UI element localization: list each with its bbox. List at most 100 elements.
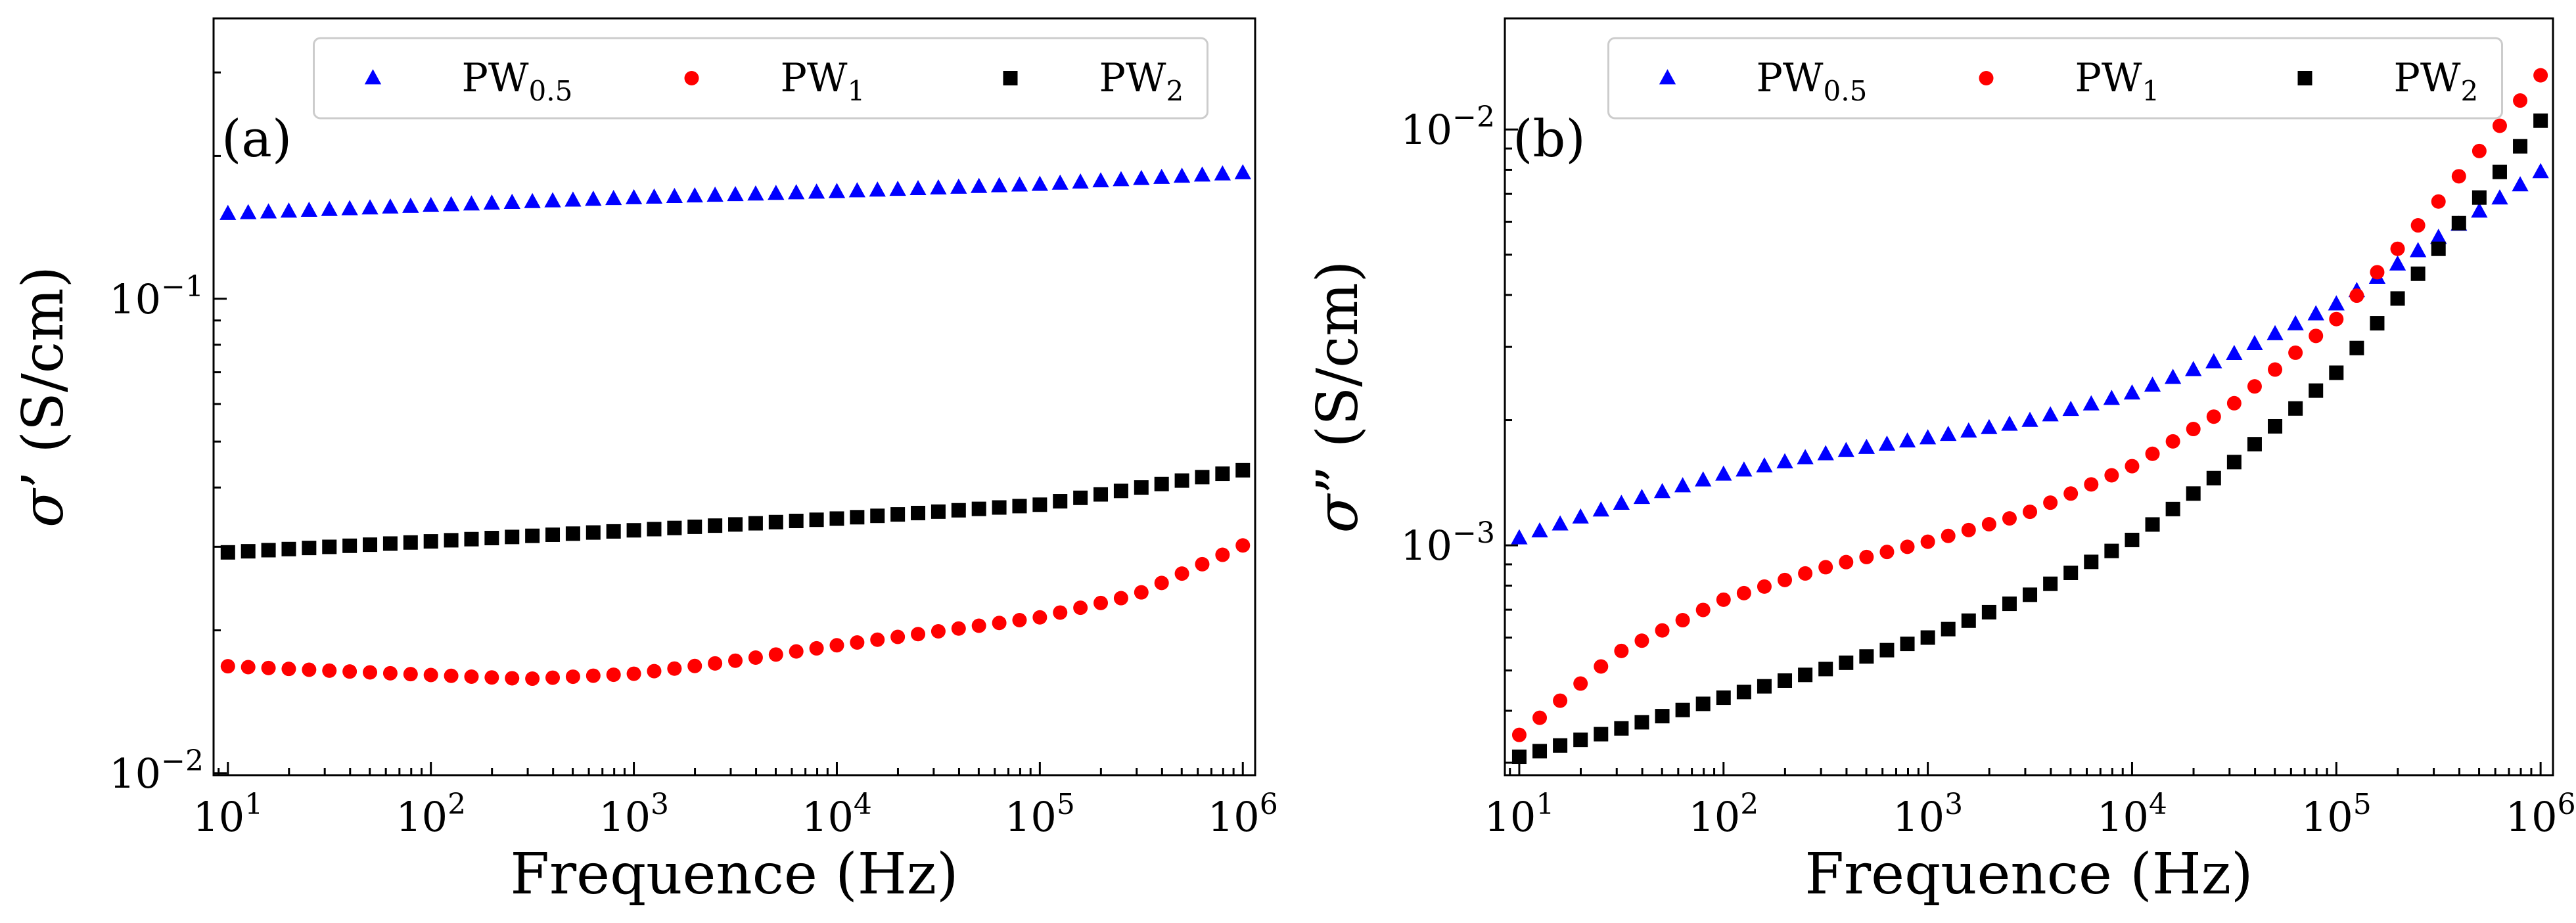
- panel-1-series-2-point-33: [2186, 486, 2201, 501]
- panel-0-legend-marker-0: [364, 69, 382, 85]
- panel-0-series-2-point-8: [382, 536, 398, 551]
- chart-panel-1: 101 102 103 104 105 106 10−3 10−2 Frequence (Hz)…: [1305, 17, 2576, 907]
- panel-1-series-2-point-17: [1859, 649, 1874, 664]
- panel-1-label: (b): [1513, 110, 1586, 169]
- panel-0-series-2-point-14: [505, 529, 520, 545]
- panel-0-series-1-point-14: [505, 671, 520, 686]
- panel-0-series-2-point-35: [931, 504, 946, 519]
- panel-0-series-2-point-15: [525, 528, 540, 543]
- panel-1-series-2-point-32: [2165, 501, 2180, 516]
- panel-0-series-0-point-40: [1031, 175, 1049, 191]
- panel-0-series-2-point-50: [1235, 462, 1251, 478]
- panel-1-series-1-point-33: [2186, 422, 2201, 437]
- panel-1-series-2-point-27: [2063, 565, 2079, 580]
- panel-0-series-1-point-43: [1093, 595, 1109, 610]
- panel-1-series-1-point-44: [2410, 218, 2426, 233]
- panel-1-series-1-point-22: [1961, 522, 1976, 537]
- panel-0-series-0-point-34: [909, 179, 927, 196]
- panel-1-series-0-point-12: [1756, 457, 1773, 473]
- panel-0-series-0-point-4: [300, 201, 318, 217]
- panel-0-series-1-point-24: [708, 656, 723, 671]
- panel-0-series-2-point-12: [464, 531, 479, 547]
- panel-0-series-1-point-17: [565, 669, 580, 685]
- panel-0-series-1-point-27: [768, 647, 783, 662]
- panel-1-series-0-point-15: [1817, 445, 1834, 461]
- panel-0-series-0-point-7: [361, 199, 379, 215]
- panel-1-series-2-point-30: [2125, 532, 2140, 547]
- panel-1-series-2-point-6: [1634, 715, 1649, 730]
- panel-1-series-1-point-9: [1695, 602, 1711, 618]
- panel-1-series-2-point-31: [2145, 517, 2160, 532]
- panel-1-series-0-point-23: [1981, 418, 1998, 434]
- panel-1-series-1-point-7: [1655, 623, 1670, 638]
- panel-1-series-0-point-25: [2021, 411, 2038, 427]
- panel-0-series-0-point-26: [747, 185, 764, 201]
- panel-1-x-axis-label: Frequence (Hz): [1805, 842, 2253, 907]
- panel-0-series-0-point-1: [240, 204, 257, 219]
- panel-1-series-0-point-50: [2532, 163, 2549, 179]
- panel-1-series-2-point-23: [1981, 604, 1996, 619]
- panel-1-series-0-point-10: [1715, 465, 1732, 481]
- panel-0-x-tick-label-3: 104: [802, 788, 872, 841]
- panel-0-series-0-point-9: [402, 197, 419, 213]
- panel-1-series-2-point-48: [2492, 164, 2507, 179]
- panel-1-series-0-point-40: [2328, 295, 2345, 311]
- panel-0-series-1-point-4: [302, 662, 317, 677]
- panel-1-series-1-point-35: [2226, 395, 2242, 411]
- panel-1-series-2-point-13: [1778, 673, 1793, 688]
- panel-1-series-0: [1511, 163, 2549, 545]
- panel-1-series-1-point-13: [1778, 572, 1793, 587]
- panel-0-series-1-point-45: [1134, 585, 1149, 600]
- panel-1-series-1-point-5: [1614, 643, 1629, 658]
- panel-0-label: (a): [221, 110, 292, 169]
- panel-1-series-0-point-30: [2123, 384, 2141, 400]
- panel-0-series-0-point-49: [1214, 165, 1231, 181]
- panel-0-series-0-point-39: [1011, 176, 1028, 192]
- panel-0-x-axis-label: Frequence (Hz): [510, 842, 958, 907]
- panel-0-series-0-point-20: [625, 189, 643, 204]
- panel-0-legend-box: [313, 37, 1208, 120]
- panel-0-series-2-point-11: [444, 533, 459, 548]
- panel-0-series-0-point-50: [1234, 164, 1251, 179]
- panel-0-series-1-point-11: [444, 668, 459, 683]
- panel-1-series-0-point-14: [1797, 449, 1814, 464]
- panel-1-series-1-point-0: [1511, 727, 1527, 742]
- panel-0-series-2-point-43: [1093, 487, 1109, 502]
- panel-0-series-0-point-15: [524, 192, 541, 208]
- panel-0-series-2-point-32: [870, 508, 885, 524]
- panel-1-series-1-point-40: [2329, 311, 2344, 326]
- panel-1-series-0-point-37: [2266, 325, 2284, 340]
- panel-0-series-2-point-37: [971, 501, 986, 516]
- panel-0-series-0-point-0: [219, 204, 237, 220]
- panel-1-series-0-point-49: [2512, 176, 2529, 192]
- panel-1-series-0-point-9: [1695, 471, 1712, 487]
- panel-1-series-2-point-10: [1716, 690, 1731, 706]
- panel-1-series-1-point-32: [2165, 434, 2180, 449]
- panel-0-y-tick-label-1: 10−1: [109, 270, 204, 323]
- panel-0-legend-label-2: PW2: [1099, 55, 1184, 107]
- panel-0-series-1-point-39: [1012, 612, 1027, 627]
- panel-0-series-0-point-14: [503, 193, 520, 209]
- panel-1-series-2-point-50: [2533, 113, 2548, 128]
- panel-1-series-2-point-8: [1675, 702, 1690, 717]
- panel-1-series-2-point-24: [2002, 597, 2017, 612]
- panel-1-series-0-point-13: [1776, 453, 1793, 468]
- panel-1-series-0-point-6: [1633, 489, 1651, 505]
- panel-0-series-2-point-30: [829, 511, 844, 526]
- panel-1-series-2-point-18: [1879, 642, 1895, 658]
- panel-0-series-2-point-49: [1215, 466, 1230, 482]
- panel-1-series-1-point-47: [2472, 143, 2487, 158]
- panel-1-legend: PW0.5 PW1 PW2: [1607, 37, 2503, 120]
- panel-1-series-0-point-48: [2491, 189, 2508, 205]
- panel-1-series-1-point-19: [1900, 539, 1915, 554]
- panel-1-y-tick-label-1: 10−2: [1400, 101, 1495, 154]
- panel-1-series-0-point-44: [2409, 242, 2427, 258]
- panel-1-series-2-point-9: [1695, 696, 1711, 711]
- panel-1-series-1-point-6: [1634, 633, 1649, 648]
- panel-1-series-2-point-5: [1614, 721, 1629, 736]
- panel-1-series-1-point-23: [1981, 516, 1996, 531]
- panel-1-series-2-point-46: [2451, 215, 2466, 231]
- panel-1-series-1-point-11: [1736, 585, 1751, 600]
- panel-1-series-2-point-36: [2247, 437, 2262, 452]
